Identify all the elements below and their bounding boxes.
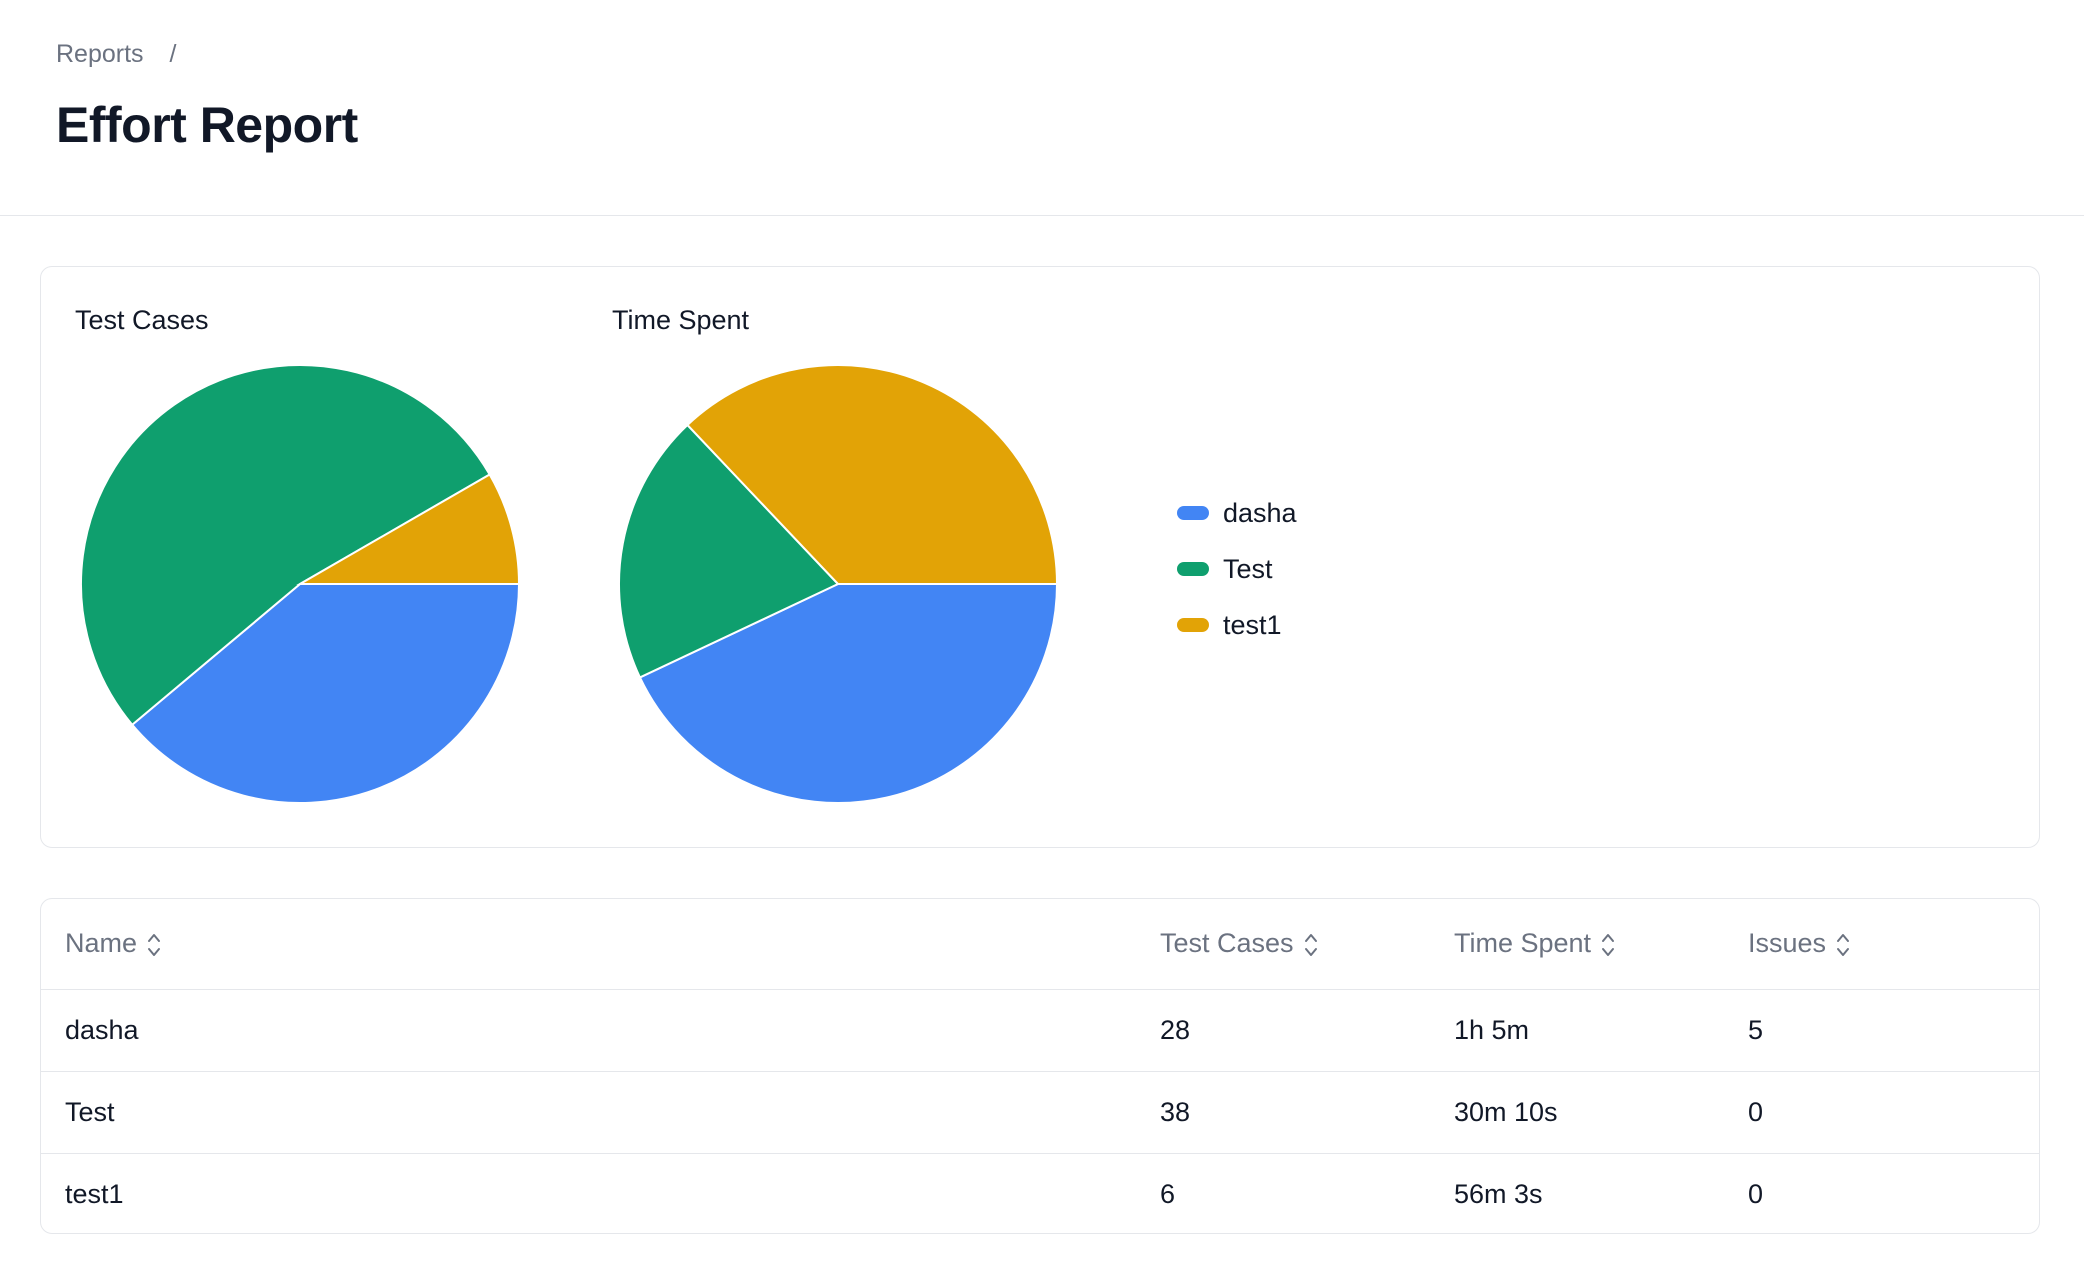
legend-swatch-dasha bbox=[1177, 506, 1209, 520]
column-header-label: Test Cases bbox=[1160, 928, 1294, 959]
breadcrumb: Reports / bbox=[56, 40, 177, 69]
time-spent-chart-title: Time Spent bbox=[612, 305, 750, 335]
column-header-label: Time Spent bbox=[1454, 928, 1592, 959]
cell-time-spent: 30m 10s bbox=[1454, 1096, 1558, 1127]
time-spent-pie-chart bbox=[618, 364, 1059, 804]
charts-card: Test Cases Time Spent dasha Test test1 bbox=[40, 266, 2040, 848]
test-cases-pie-chart bbox=[80, 364, 521, 804]
sort-updown-icon bbox=[1602, 934, 1615, 957]
cell-issues: 0 bbox=[1748, 1096, 1764, 1127]
legend-item-dasha[interactable]: dasha bbox=[1177, 485, 1297, 541]
breadcrumb-separator: / bbox=[169, 40, 177, 68]
pie-slice-test1[interactable] bbox=[686, 364, 1059, 585]
effort-table: Name Test Cases Time Spent Issues dasha … bbox=[41, 899, 2039, 1233]
effort-table-card: Name Test Cases Time Spent Issues dasha … bbox=[40, 898, 2040, 1234]
sort-updown-icon bbox=[1304, 934, 1317, 957]
legend-swatch-test bbox=[1177, 562, 1209, 576]
pie-slice-dasha[interactable] bbox=[130, 583, 521, 804]
test-cases-chart-title: Test Cases bbox=[75, 305, 209, 335]
legend-swatch-test1 bbox=[1177, 618, 1209, 632]
cell-issues: 0 bbox=[1748, 1178, 1764, 1209]
cell-name: Test bbox=[65, 1096, 115, 1127]
legend-item-test[interactable]: Test bbox=[1177, 541, 1297, 597]
legend-item-test1[interactable]: test1 bbox=[1177, 597, 1297, 653]
column-header-label: Issues bbox=[1748, 928, 1827, 959]
pie-slice-test[interactable] bbox=[618, 423, 840, 679]
cell-name: dasha bbox=[65, 1014, 139, 1045]
sort-updown-icon bbox=[148, 934, 161, 957]
column-header-time-spent[interactable]: Time Spent bbox=[1430, 899, 1724, 989]
pie-slice-test[interactable] bbox=[80, 364, 492, 727]
cell-issues: 5 bbox=[1748, 1014, 1764, 1045]
column-header-issues[interactable]: Issues bbox=[1724, 899, 2039, 989]
sort-updown-icon bbox=[1837, 934, 1850, 957]
page-title: Effort Report bbox=[56, 97, 358, 153]
column-header-test-cases[interactable]: Test Cases bbox=[1136, 899, 1430, 989]
column-header-name[interactable]: Name bbox=[41, 899, 1136, 989]
legend-label-test1: test1 bbox=[1223, 609, 1282, 640]
breadcrumb-reports-link[interactable]: Reports bbox=[56, 40, 144, 68]
table-row: dasha 28 1h 5m 5 bbox=[41, 989, 2039, 1071]
chart-legend: dasha Test test1 bbox=[1177, 485, 1297, 653]
cell-test-cases: 28 bbox=[1160, 1014, 1191, 1045]
legend-label-dasha: dasha bbox=[1223, 497, 1297, 528]
page-header: Reports / Effort Report bbox=[0, 0, 2084, 216]
pie-slice-dasha[interactable] bbox=[638, 583, 1059, 804]
pie-slice-test1[interactable] bbox=[296, 473, 521, 585]
cell-time-spent: 1h 5m bbox=[1454, 1014, 1530, 1045]
cell-time-spent: 56m 3s bbox=[1454, 1178, 1543, 1209]
cell-name: test1 bbox=[65, 1178, 124, 1209]
legend-label-test: Test bbox=[1223, 553, 1273, 584]
table-row: Test 38 30m 10s 0 bbox=[41, 1071, 2039, 1153]
table-header-row: Name Test Cases Time Spent Issues bbox=[41, 899, 2039, 989]
column-header-label: Name bbox=[65, 928, 138, 959]
cell-test-cases: 6 bbox=[1160, 1178, 1176, 1209]
table-row: test1 6 56m 3s 0 bbox=[41, 1153, 2039, 1233]
cell-test-cases: 38 bbox=[1160, 1096, 1191, 1127]
